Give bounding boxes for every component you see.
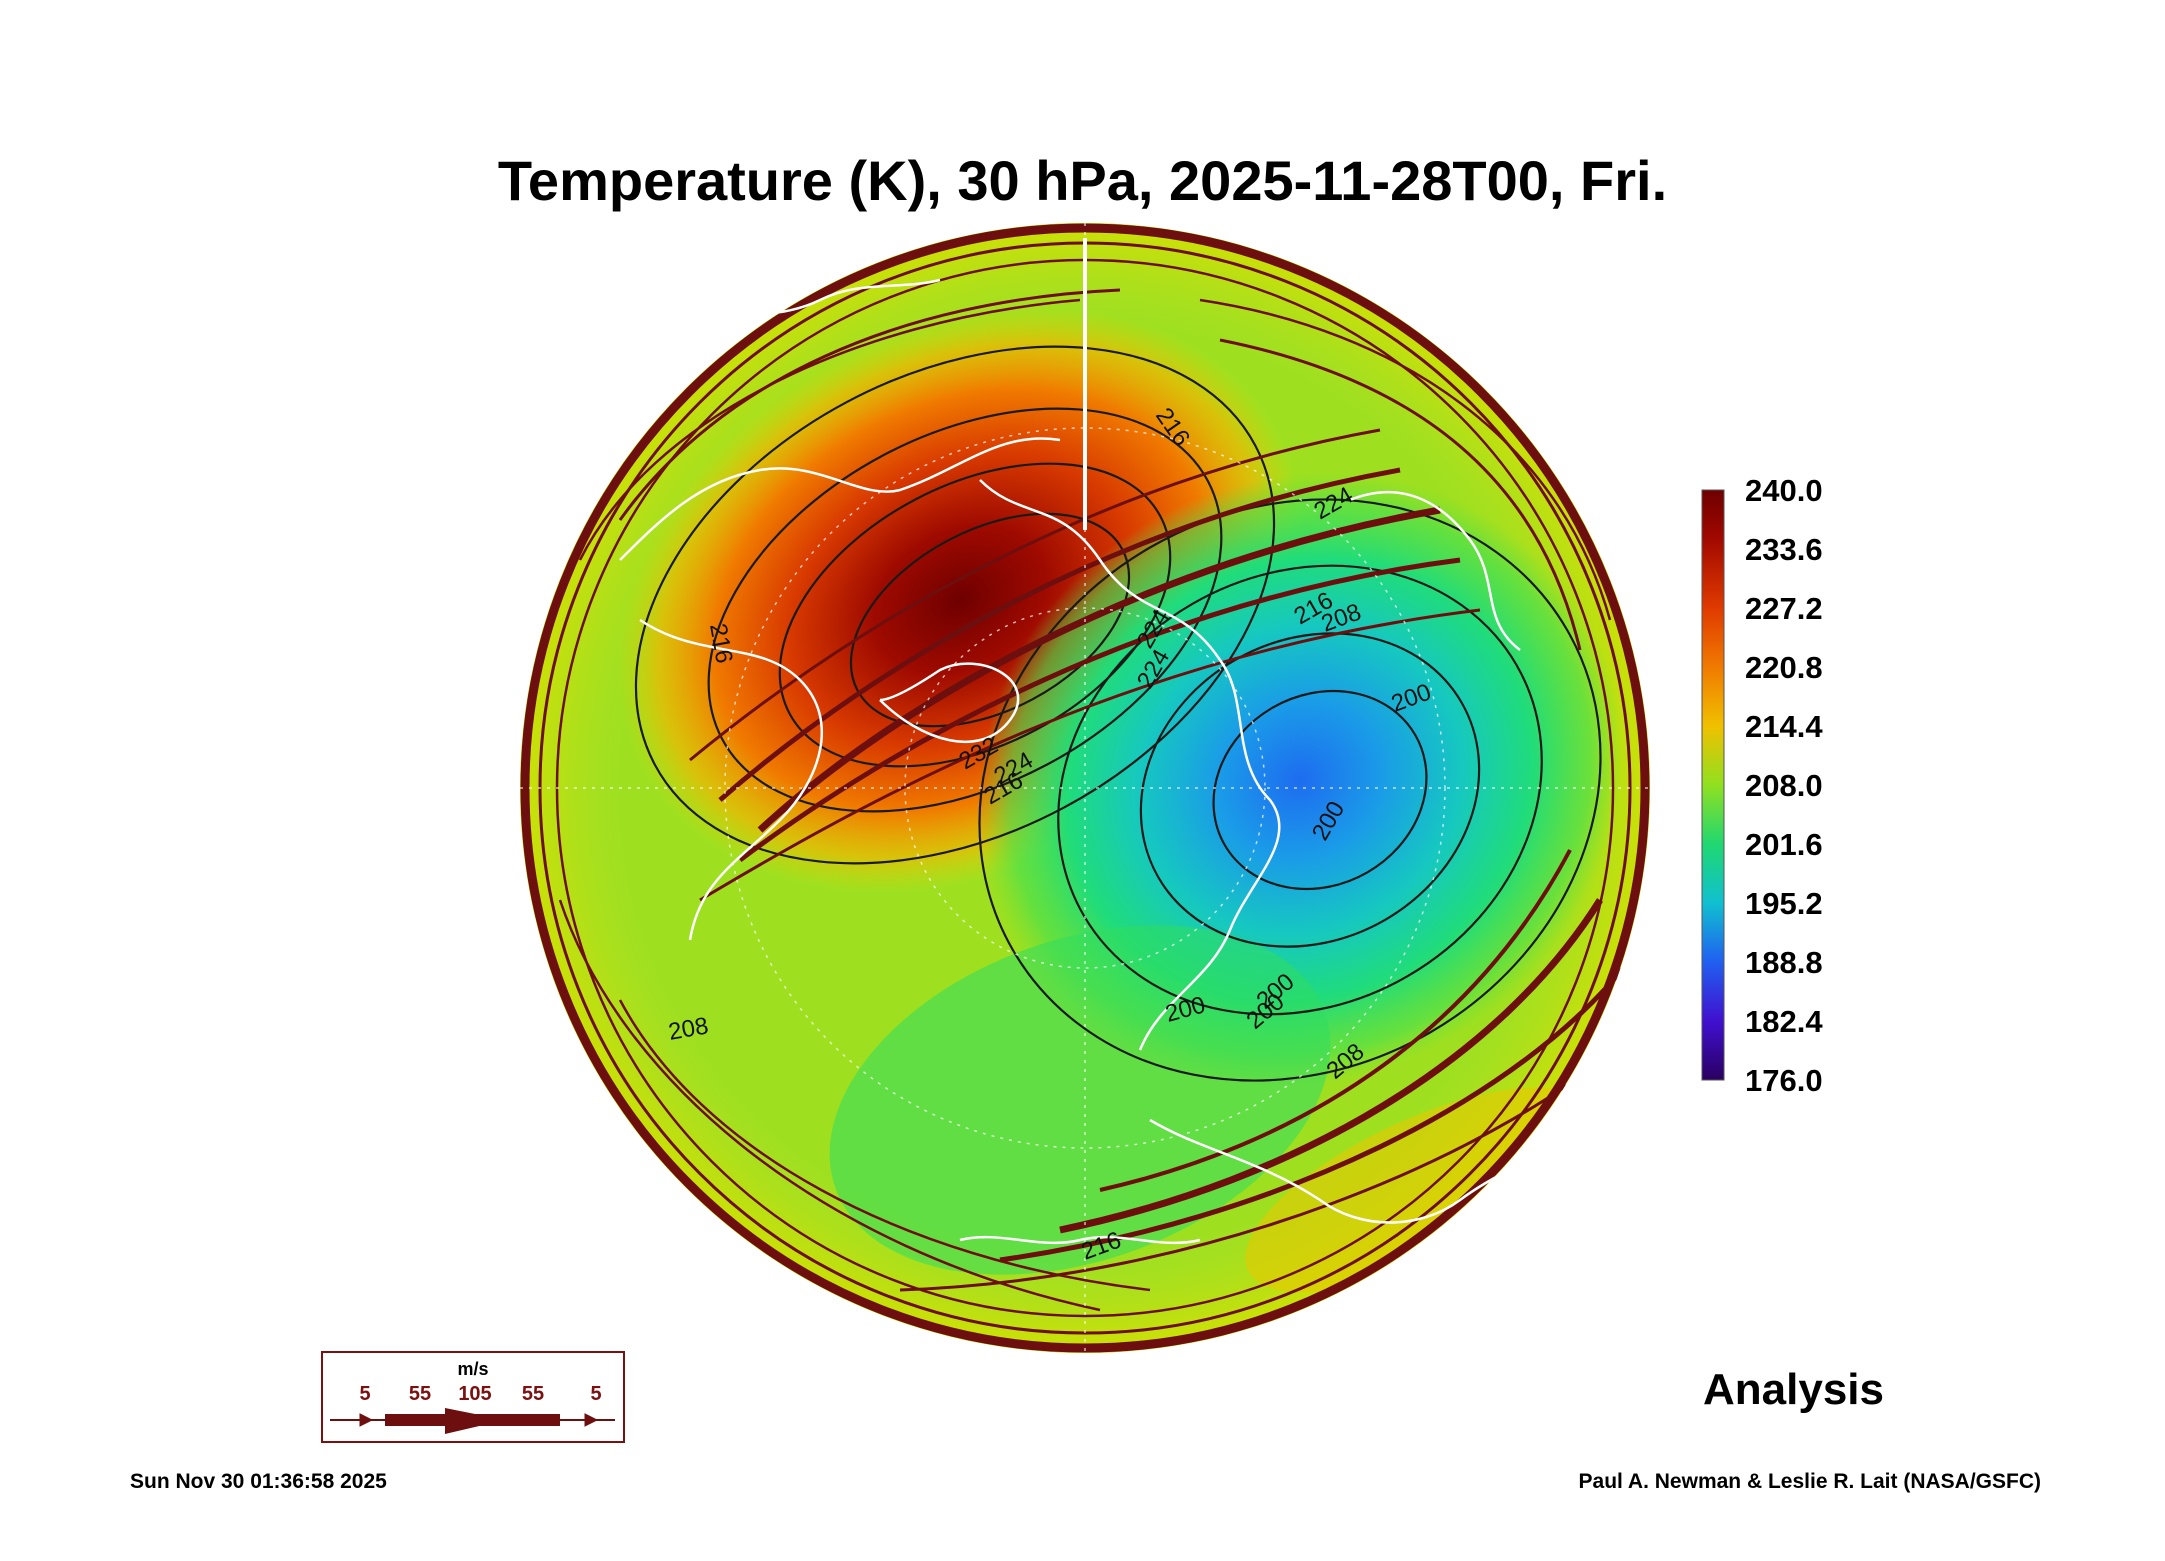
wind-speed-legend: m/s 5 55 105 55 5 — [321, 1351, 625, 1443]
colorbar-label: 233.6 — [1745, 532, 1823, 567]
colorbar-label: 208.0 — [1745, 768, 1823, 803]
colorbar-label: 220.8 — [1745, 650, 1823, 685]
legend-value: 55 — [521, 1383, 545, 1405]
colorbar-label: 227.2 — [1745, 591, 1823, 626]
legend-unit: m/s — [457, 1359, 489, 1379]
colorbar-label: 201.6 — [1745, 827, 1823, 862]
colorbar-label: 188.8 — [1745, 945, 1823, 980]
legend-value: 55 — [408, 1383, 432, 1405]
page-title: Temperature (K), 30 hPa, 2025-11-28T00, … — [497, 149, 1668, 212]
temperature-field — [520, 223, 1650, 1353]
colorbar-label: 195.2 — [1745, 886, 1823, 921]
colorbar-label: 240.0 — [1745, 473, 1823, 508]
legend-value: 5 — [359, 1383, 371, 1405]
wind-legend-glyph — [330, 1408, 615, 1434]
colorbar — [1701, 489, 1725, 1081]
colorbar-label: 176.0 — [1745, 1063, 1823, 1098]
timestamp: Sun Nov 30 01:36:58 2025 — [130, 1470, 387, 1493]
status-label: Analysis — [1703, 1365, 1884, 1414]
colorbar-label: 214.4 — [1745, 709, 1823, 744]
colorbar-label: 182.4 — [1745, 1004, 1823, 1039]
graticule — [520, 223, 1650, 1353]
legend-value: 105 — [458, 1383, 492, 1405]
legend-value: 5 — [590, 1383, 602, 1405]
credit: Paul A. Newman & Leslie R. Lait (NASA/GS… — [1578, 1470, 2041, 1493]
